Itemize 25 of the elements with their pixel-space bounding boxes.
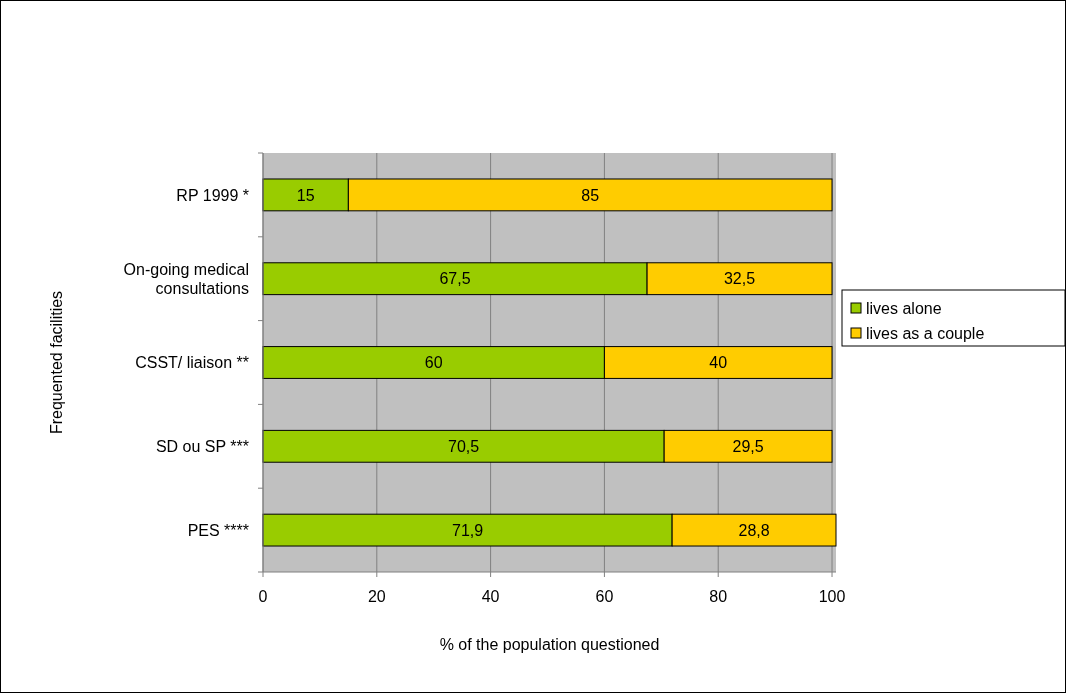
data-label: 60 bbox=[424, 354, 443, 372]
data-label: 32,5 bbox=[723, 270, 756, 288]
x-tick-label: 20 bbox=[367, 588, 386, 605]
x-tick-label: 40 bbox=[481, 588, 500, 605]
data-label: 85 bbox=[581, 186, 600, 204]
x-tick-label: 100 bbox=[818, 588, 846, 605]
y-axis-title: Frequented facilities bbox=[48, 290, 65, 435]
x-tick-label: 60 bbox=[595, 588, 614, 605]
y-tick-label: PES **** bbox=[187, 521, 249, 539]
data-label: 29,5 bbox=[732, 437, 764, 455]
data-label: 15 bbox=[296, 186, 315, 204]
data-label: 40 bbox=[709, 354, 728, 372]
x-tick-label: 0 bbox=[258, 588, 268, 605]
data-label: 67,5 bbox=[439, 270, 471, 288]
x-axis-title: % of the population questioned bbox=[439, 636, 660, 653]
data-label: 70,5 bbox=[448, 437, 480, 455]
x-tick-label: 80 bbox=[709, 588, 728, 605]
y-tick-label: SD ou SP *** bbox=[155, 437, 249, 455]
data-label: 28,8 bbox=[738, 521, 770, 539]
data-label: 71,9 bbox=[451, 521, 484, 539]
y-tick-label: CSST/ liaison ** bbox=[135, 354, 249, 372]
legend-label: lives as a couple bbox=[866, 324, 985, 342]
y-tick-label: On-going medical consultations bbox=[123, 260, 249, 297]
legend-label: lives alone bbox=[866, 299, 942, 317]
y-tick-label: RP 1999 * bbox=[176, 186, 249, 204]
